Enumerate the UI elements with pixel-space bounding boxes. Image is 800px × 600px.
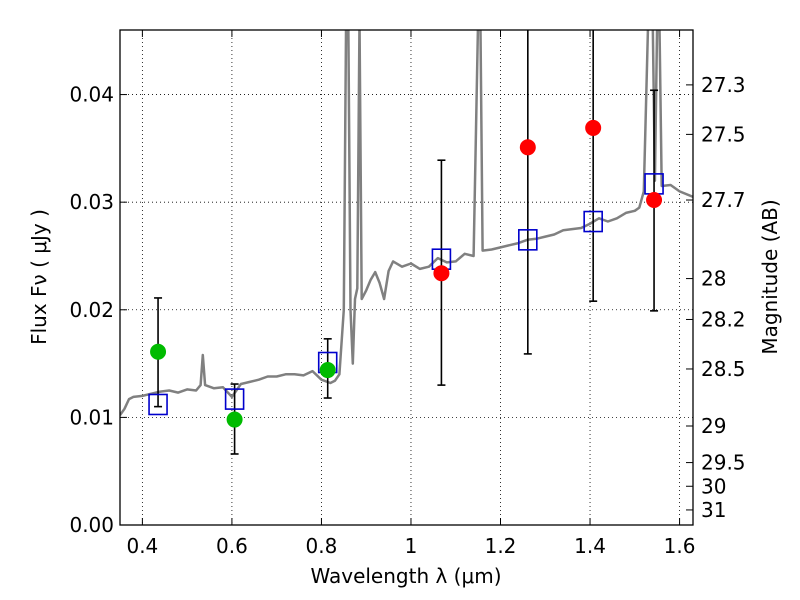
- y-axis-left: 0.00 0.01 0.02 0.03 0.04: [69, 83, 127, 537]
- y-axis-label: Flux Fν ( μJy ): [27, 209, 51, 345]
- y2-tick-label: 27.5: [701, 122, 746, 146]
- model-photometry-square: [518, 229, 538, 251]
- y2-tick-label: 31: [701, 498, 726, 522]
- y2-tick-label: 29: [701, 414, 726, 438]
- observed-red-point: [433, 265, 450, 282]
- model-spectrum-line: [120, 30, 693, 416]
- x-tick-label: 1.2: [485, 534, 517, 558]
- y2-tick-label: 29.5: [701, 451, 746, 475]
- model-photometry-square: [583, 210, 603, 233]
- x-tick-label: 0.6: [216, 534, 248, 558]
- points-layer: [148, 30, 664, 455]
- x-tick-label: 1.6: [664, 534, 696, 558]
- y-tick-label: 0.04: [69, 83, 114, 107]
- model-photometry-square: [224, 388, 245, 410]
- grid-lines: [120, 30, 693, 525]
- y-tick-label: 0.03: [69, 190, 114, 214]
- y2-tick-label: 28.5: [701, 357, 746, 381]
- x-tick-label: 1: [405, 534, 418, 558]
- y2-tick-label: 27.7: [701, 188, 746, 212]
- x-tick-label: 0.4: [126, 534, 158, 558]
- spectrum-layer: [120, 30, 693, 416]
- observed-red-point: [646, 192, 663, 209]
- y-tick-label: 0.02: [69, 298, 114, 322]
- x-tick-label: 0.8: [306, 534, 338, 558]
- y-tick-label: 0.00: [69, 513, 114, 537]
- y2-tick-label: 28.2: [701, 307, 746, 331]
- plot-frame: [119, 29, 694, 526]
- y2-tick-label: 30: [701, 474, 726, 498]
- y2-axis-label: Magnitude (AB): [758, 199, 782, 354]
- y2-tick-label: 28: [701, 267, 726, 291]
- observed-green-point: [319, 362, 336, 379]
- x-tick-label: 1.4: [574, 534, 606, 558]
- y2-tick-label: 27.3: [701, 73, 746, 97]
- observed-red-point: [585, 119, 602, 136]
- y-tick-label: 0.01: [69, 405, 114, 429]
- observed-green-point: [150, 343, 167, 360]
- x-axis-label: Wavelength λ (μm): [310, 564, 501, 588]
- observed-green-point: [226, 411, 243, 428]
- model-photometry-square: [148, 393, 168, 416]
- x-axis: 0.4 0.6 0.8 1 1.2 1.4 1.6: [126, 30, 695, 558]
- observed-red-point: [519, 139, 536, 156]
